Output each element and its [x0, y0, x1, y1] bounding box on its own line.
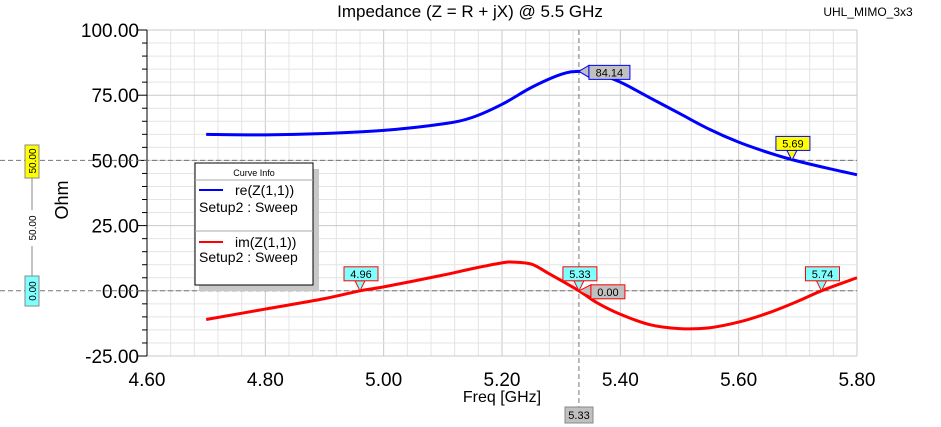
marker-box: [562, 266, 598, 282]
marker-label: 0.00: [597, 287, 618, 299]
y-cursor-upper-box: [24, 144, 40, 179]
y-tick-label: 100.00: [81, 21, 139, 42]
x-tick-label: 5.00: [365, 370, 402, 391]
x-tick-label: 5.80: [839, 370, 876, 391]
marker-box: [590, 284, 626, 300]
x-tick-label: 4.80: [247, 370, 284, 391]
legend-entry-im: im(Z(1,1)): [235, 234, 296, 250]
marker-box: [343, 266, 379, 282]
y-axis-label: Ohm: [52, 180, 72, 219]
marker-box: [805, 266, 840, 282]
series-im-line: [205, 260, 858, 331]
y-tick-label: 50.00: [91, 151, 139, 172]
marker-box: [588, 64, 631, 80]
legend-entry-re: re(Z(1,1)): [235, 182, 294, 198]
y-cursor-delta-box: [26, 210, 38, 246]
marker-box: [775, 135, 811, 151]
y-tick-label: 75.00: [91, 86, 139, 107]
y-tick-label: -25.00: [85, 347, 139, 368]
y-tick-label: 25.00: [91, 217, 139, 238]
x-tick-label: 5.40: [602, 370, 639, 391]
x-tick-label: 4.60: [129, 370, 166, 391]
marker-label: 84.14: [596, 67, 624, 79]
marker-label: 5.69: [782, 138, 803, 150]
marker-label: 5.33: [569, 269, 590, 281]
legend-sub-re: Setup2 : Sweep: [199, 199, 298, 215]
y-cursor-lower-box: [24, 275, 40, 307]
y-cursor-markers[interactable]: 50.00 0.00 50.00: [24, 144, 40, 307]
chart-title: Impedance (Z = R + jX) @ 5.5 GHz: [337, 2, 603, 21]
y-cursor-lower: 0.00: [28, 281, 39, 301]
marker-label: 4.96: [350, 269, 371, 281]
legend-sub-im: Setup2 : Sweep: [199, 249, 298, 265]
x-axis-label: Freq [GHz]: [463, 389, 541, 406]
x-tick-label: 5.20: [484, 370, 521, 391]
x-cursor-label: 5.33: [568, 410, 589, 422]
x-cursor-box: [564, 406, 594, 424]
marker-label: 5.74: [812, 269, 833, 281]
legend-title: Curve Info: [233, 168, 275, 178]
legend[interactable]: Curve Info re(Z(1,1)) Setup2 : Sweep im(…: [194, 162, 319, 291]
y-cursor-delta: 50.00: [28, 215, 39, 240]
x-tick-label: 5.60: [720, 370, 757, 391]
y-tick-label: 0.00: [102, 282, 139, 303]
legend-box: [194, 162, 314, 286]
x-cursor-marker[interactable]: 5.33: [564, 406, 594, 424]
y-cursor-upper: 50.00: [28, 148, 39, 173]
project-name: UHL_MIMO_3x3: [823, 5, 913, 19]
